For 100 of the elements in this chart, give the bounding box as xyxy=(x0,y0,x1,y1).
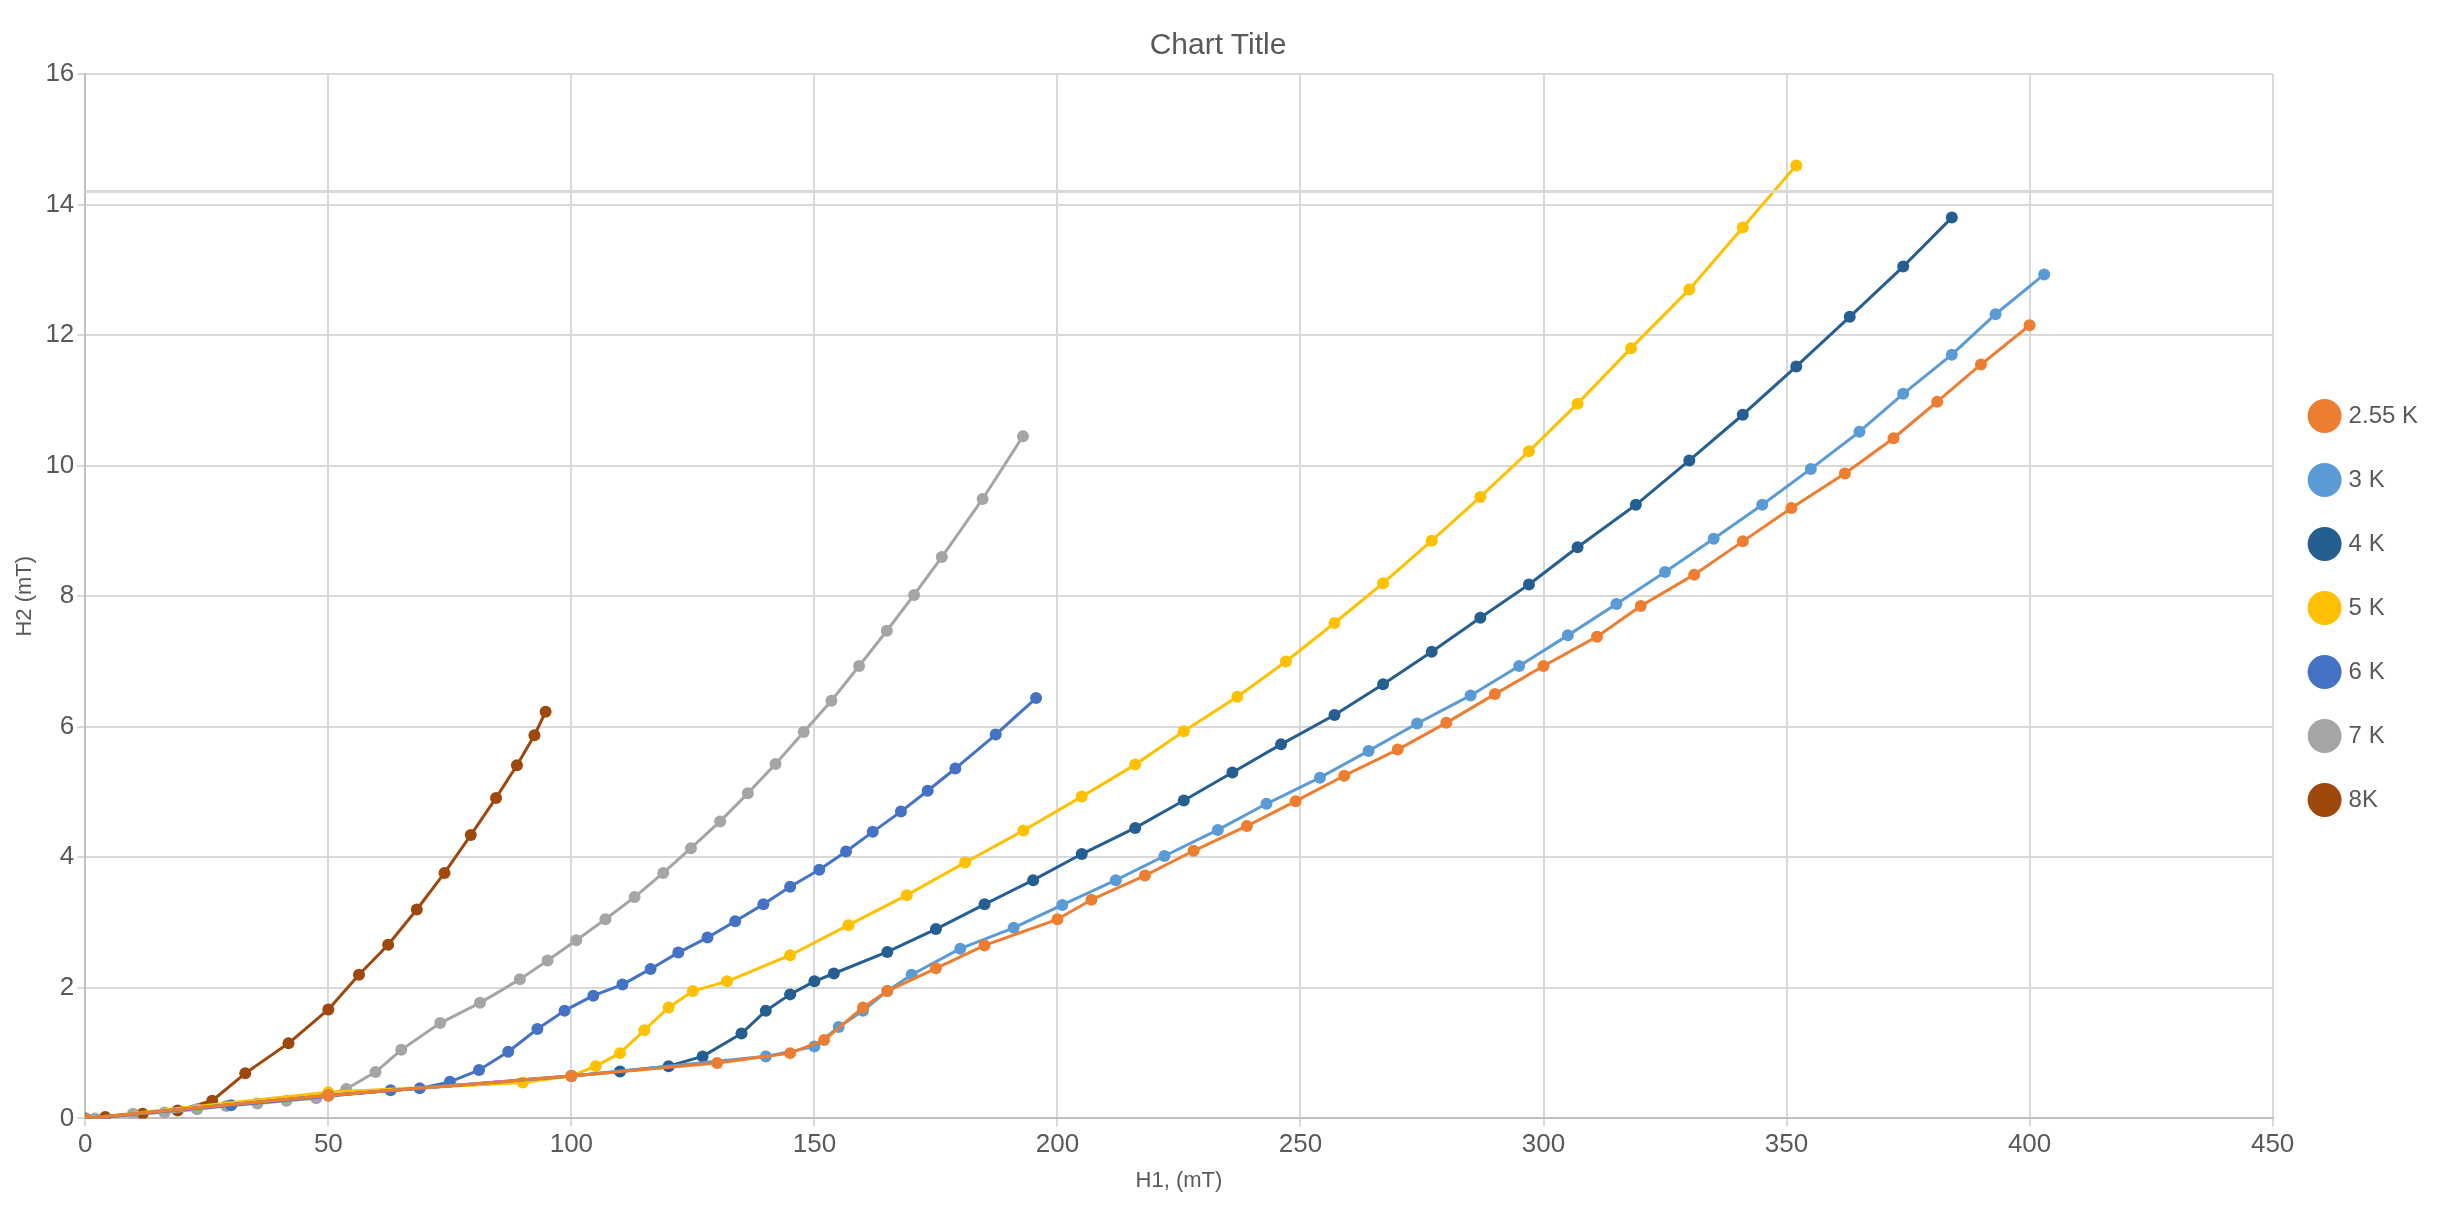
legend-label: 8K xyxy=(2348,784,2378,812)
point xyxy=(352,968,365,981)
point xyxy=(1109,874,1122,887)
point xyxy=(701,931,714,944)
y-tick-label: 2 xyxy=(59,971,75,1002)
point xyxy=(1571,541,1584,554)
point xyxy=(1226,766,1239,779)
point xyxy=(976,492,989,505)
point xyxy=(989,728,1002,741)
point xyxy=(808,975,821,988)
point xyxy=(1989,308,2002,321)
legend-label: 6 K xyxy=(2348,656,2385,684)
point xyxy=(978,939,991,952)
y-tick-label: 0 xyxy=(59,1101,75,1132)
point xyxy=(541,954,554,967)
y-axis-title: H2 (mT) xyxy=(11,555,37,637)
point xyxy=(1411,717,1424,730)
point xyxy=(894,805,907,818)
point xyxy=(1425,534,1438,547)
point xyxy=(1838,467,1851,480)
point xyxy=(1289,795,1302,808)
point xyxy=(1279,655,1292,668)
point xyxy=(1075,848,1088,861)
point xyxy=(684,842,697,855)
point xyxy=(1488,688,1501,701)
point xyxy=(1017,824,1030,837)
point xyxy=(382,938,395,951)
y-tick-label: 12 xyxy=(45,318,75,349)
point xyxy=(818,1034,831,1047)
point xyxy=(1736,535,1749,548)
point xyxy=(558,1004,571,1017)
point xyxy=(1736,408,1749,421)
x-tick-label: 50 xyxy=(313,1128,343,1159)
point xyxy=(735,1027,748,1040)
point xyxy=(599,913,612,926)
point xyxy=(866,825,879,838)
point xyxy=(662,1001,675,1014)
point xyxy=(853,660,866,673)
point xyxy=(729,915,742,928)
point xyxy=(720,975,733,988)
point xyxy=(711,1056,724,1069)
point xyxy=(784,988,797,1001)
point xyxy=(1790,360,1803,373)
point xyxy=(644,962,657,975)
point xyxy=(638,1024,651,1037)
point xyxy=(784,949,797,962)
point xyxy=(1377,678,1390,691)
point xyxy=(1338,769,1351,782)
legend-label: 2.55 K xyxy=(2348,400,2418,428)
point xyxy=(1843,310,1856,323)
point xyxy=(1260,797,1273,810)
point xyxy=(510,759,523,772)
point xyxy=(813,863,826,876)
point xyxy=(2023,319,2036,332)
y-tick-label: 4 xyxy=(59,840,75,871)
point xyxy=(1231,690,1244,703)
point xyxy=(935,551,948,564)
point xyxy=(438,866,451,879)
point xyxy=(657,866,670,879)
point xyxy=(1683,283,1696,296)
point xyxy=(929,962,942,975)
point xyxy=(410,903,423,916)
point xyxy=(1688,568,1701,581)
x-tick-label: 150 xyxy=(792,1128,837,1159)
point xyxy=(1931,395,1944,408)
point xyxy=(1177,725,1190,738)
x-tick-label: 250 xyxy=(1278,1128,1323,1159)
point xyxy=(840,845,853,858)
point xyxy=(880,624,893,637)
point xyxy=(1275,738,1288,751)
point xyxy=(921,784,934,797)
point xyxy=(1683,454,1696,467)
point xyxy=(1571,397,1584,410)
point xyxy=(1513,660,1526,673)
legend-label: 4 K xyxy=(2348,528,2385,556)
point xyxy=(570,934,583,947)
point xyxy=(587,989,600,1002)
point xyxy=(1736,221,1749,234)
point xyxy=(1313,771,1326,784)
point xyxy=(1328,616,1341,629)
point xyxy=(1129,821,1142,834)
point xyxy=(1790,159,1803,172)
point xyxy=(1362,744,1375,757)
x-tick-label: 450 xyxy=(2250,1128,2295,1159)
point xyxy=(1625,342,1638,355)
point xyxy=(1464,689,1477,702)
point xyxy=(1756,498,1769,511)
point xyxy=(827,967,840,980)
point xyxy=(513,973,526,986)
point xyxy=(1177,794,1190,807)
point xyxy=(616,978,629,991)
x-tick-label: 200 xyxy=(1035,1128,1080,1159)
point xyxy=(1085,893,1098,906)
point xyxy=(613,1047,626,1060)
point xyxy=(1241,819,1254,832)
point xyxy=(1056,898,1069,911)
y-tick-label: 14 xyxy=(45,187,75,218)
point xyxy=(1537,660,1550,673)
point xyxy=(1474,611,1487,624)
legend-label: 7 K xyxy=(2348,720,2385,748)
